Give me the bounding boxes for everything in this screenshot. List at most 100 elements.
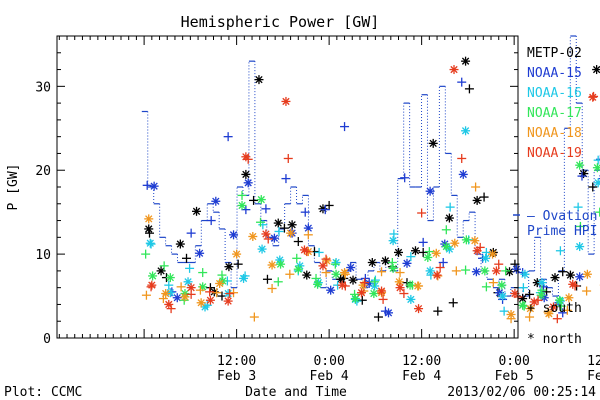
south-point (445, 202, 455, 212)
south-point (370, 275, 380, 285)
south-point (552, 314, 562, 324)
north-point (237, 200, 247, 210)
plot-frame (56, 35, 519, 339)
south-point (558, 267, 568, 277)
south-point (311, 273, 321, 283)
north-point (267, 260, 277, 270)
ovation-label-2: Prime HPI (527, 224, 597, 239)
north-point (582, 269, 592, 279)
north-point (470, 236, 480, 246)
south-point (195, 285, 205, 295)
x-tick-label-date: Feb 4 (310, 369, 349, 384)
north-point (357, 288, 367, 298)
north-point (229, 230, 239, 240)
north-point (254, 75, 264, 85)
south-point (562, 305, 572, 315)
north-point (592, 65, 600, 75)
south-point (293, 237, 303, 247)
north-point (337, 280, 347, 290)
south-point (281, 174, 291, 184)
x-tick-label-date: Feb 3 (217, 369, 256, 384)
south-point (330, 259, 340, 269)
north-point (425, 266, 435, 276)
south-point (292, 253, 302, 263)
south-point (279, 223, 289, 233)
north-point (148, 271, 158, 281)
south-point (406, 252, 416, 262)
north-point (224, 262, 234, 272)
south-point (241, 205, 251, 215)
north-point (164, 299, 174, 309)
south-point (324, 200, 334, 210)
south-point (176, 282, 186, 292)
south-point (205, 287, 215, 297)
south-point (373, 312, 383, 322)
x-tick-label-date: Feb 5 (587, 369, 600, 384)
north-point (248, 231, 258, 241)
north-point (331, 269, 341, 279)
north-point (388, 263, 398, 273)
north-point (491, 266, 501, 276)
x-tick-label-time: 12:00 (587, 354, 600, 369)
north-point (149, 181, 159, 191)
south-point (457, 77, 467, 87)
x-tick-label-time: 12:00 (402, 354, 441, 369)
south-point (233, 259, 243, 269)
south-point (141, 290, 151, 300)
legend-entry: NOAA-16 (527, 86, 582, 101)
ovation-label-1: — Ovation (527, 209, 597, 224)
north-point (377, 286, 387, 296)
north-point (239, 273, 249, 283)
north-point (423, 252, 433, 262)
south-point (582, 286, 592, 296)
north-point (195, 248, 205, 258)
south-point (577, 171, 587, 181)
north-point (211, 196, 221, 206)
south-point (205, 283, 215, 293)
south-point (418, 237, 428, 247)
north-point (505, 267, 515, 277)
north-point (525, 304, 535, 314)
chart-title: Hemispheric Power [GW] (181, 13, 380, 31)
y-tick-label: 20 (35, 164, 51, 179)
north-point (414, 304, 424, 314)
legend-south: + south (527, 301, 582, 316)
south-point (556, 301, 566, 311)
north-point (461, 235, 471, 245)
north-point (302, 270, 312, 280)
south-point (558, 308, 568, 318)
south-point (142, 180, 152, 190)
south-point (206, 216, 216, 226)
south-point (399, 289, 409, 299)
south-point (461, 265, 471, 275)
north-point (318, 204, 328, 214)
north-point (518, 300, 528, 310)
north-point (348, 275, 358, 285)
x-tick-label-time: 12:00 (217, 354, 256, 369)
north-point (544, 309, 554, 319)
south-point (518, 283, 528, 293)
north-point (428, 138, 438, 148)
x-axis-label: Date and Time (245, 385, 347, 400)
north-point (461, 56, 471, 66)
north-point (488, 249, 498, 259)
south-point (441, 225, 451, 235)
south-point (267, 284, 277, 294)
south-point (321, 254, 331, 264)
south-point (141, 249, 151, 259)
north-point (395, 283, 405, 293)
south-point (360, 273, 370, 283)
south-point (186, 228, 196, 238)
south-point (378, 294, 388, 304)
north-point (394, 277, 404, 287)
x-tick-label-date: Feb 5 (495, 369, 534, 384)
south-point (360, 278, 370, 288)
north-point (548, 302, 558, 312)
north-point (256, 195, 266, 205)
north-point (481, 253, 491, 263)
plot-credit: Plot: CCMC (4, 385, 82, 400)
south-point (400, 173, 410, 183)
legend-entry: NOAA-19 (527, 146, 582, 161)
north-point (410, 246, 420, 256)
south-point (185, 263, 195, 273)
